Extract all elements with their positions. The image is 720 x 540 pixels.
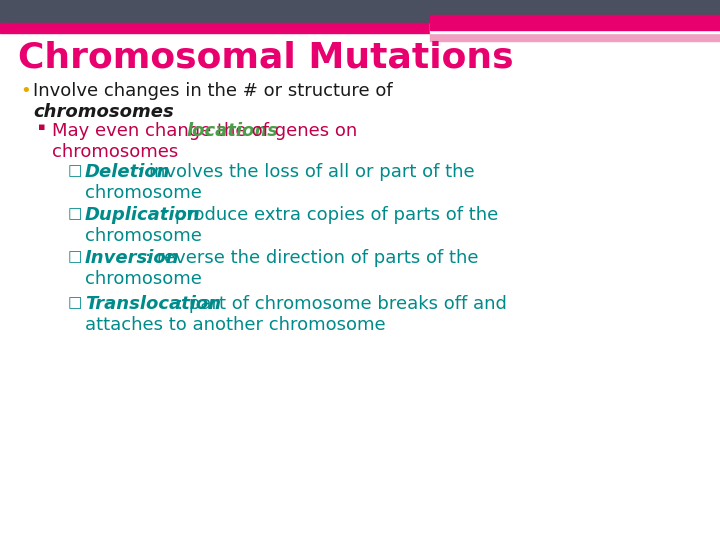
Text: chromosome: chromosome xyxy=(85,184,202,202)
Text: locations: locations xyxy=(186,122,278,140)
Text: chromosomes: chromosomes xyxy=(52,143,179,161)
Text: •: • xyxy=(20,82,31,100)
Bar xyxy=(0,23,720,33)
Text: ▪: ▪ xyxy=(38,122,45,132)
Text: attaches to another chromosome: attaches to another chromosome xyxy=(85,316,386,334)
Text: May even change the: May even change the xyxy=(52,122,252,140)
Bar xyxy=(0,0,720,25)
Bar xyxy=(430,15,720,30)
Text: : produce extra copies of parts of the: : produce extra copies of parts of the xyxy=(163,206,498,224)
Text: □: □ xyxy=(68,163,82,178)
Text: Deletion: Deletion xyxy=(85,163,171,181)
Text: : part of chromosome breaks off and: : part of chromosome breaks off and xyxy=(177,295,507,313)
Text: Chromosomal Mutations: Chromosomal Mutations xyxy=(18,40,513,74)
Text: chromosome: chromosome xyxy=(85,227,202,245)
Text: : reverse the direction of parts of the: : reverse the direction of parts of the xyxy=(145,249,479,267)
Text: chromosomes: chromosomes xyxy=(33,103,174,121)
Text: : involves the loss of all or part of the: : involves the loss of all or part of th… xyxy=(137,163,474,181)
Text: □: □ xyxy=(68,249,82,264)
Text: Inversion: Inversion xyxy=(85,249,179,267)
Text: Duplication: Duplication xyxy=(85,206,201,224)
Text: □: □ xyxy=(68,206,82,221)
Text: Involve changes in the # or structure of: Involve changes in the # or structure of xyxy=(33,82,392,100)
Text: □: □ xyxy=(68,295,82,310)
Text: chromosome: chromosome xyxy=(85,270,202,288)
Text: Translocation: Translocation xyxy=(85,295,221,313)
Bar xyxy=(430,34,720,41)
Text: of genes on: of genes on xyxy=(246,122,357,140)
Bar xyxy=(430,23,720,33)
